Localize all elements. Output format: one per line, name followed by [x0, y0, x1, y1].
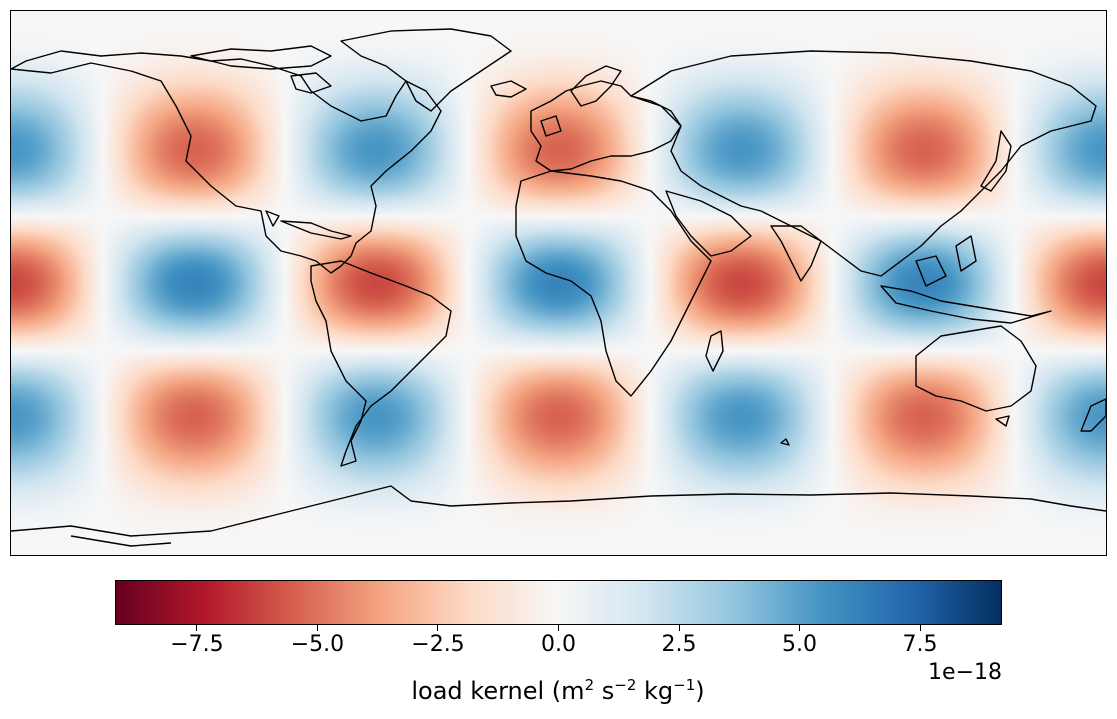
coast-australia [915, 325, 1037, 412]
colorbar-tick-mark [558, 625, 559, 631]
coast-greenland [340, 28, 512, 112]
coast-asia [630, 50, 1097, 277]
colorbar-tick-label: −2.5 [411, 632, 465, 657]
colorbar-tick-label: 5.0 [782, 632, 818, 657]
colorbar-tick-mark [919, 625, 921, 631]
coast-europe [530, 80, 682, 172]
colorbar-label: load kernel (m2 s−2 kg−1) [411, 676, 705, 705]
map-panel [10, 10, 1107, 556]
colorbar-tick-mark [799, 625, 801, 631]
colorbar-tick-label: 0.0 [541, 632, 576, 657]
coast-south-america [310, 260, 452, 467]
coast-arabia [665, 190, 752, 257]
coast-new-zealand [1080, 398, 1106, 432]
colorbar-tick-label: −7.5 [170, 632, 224, 657]
coast-antarctica [11, 485, 1106, 537]
colorbar-tick-mark [678, 625, 680, 631]
coast-indonesia [880, 285, 1052, 324]
kernel-field [11, 11, 1106, 555]
coast-florida [265, 210, 280, 227]
coast-arctic-islands [190, 45, 332, 70]
coast-africa [515, 170, 712, 397]
colorbar [115, 580, 1002, 625]
coast-caribbean [280, 220, 352, 240]
colorbar-offset: 1e−18 [928, 660, 1002, 685]
colorbar-tick-label: 2.5 [661, 632, 697, 657]
colorbar-tick-mark [316, 625, 318, 631]
coast-japan [980, 130, 1012, 192]
colorbar-tick-label: 7.5 [902, 632, 938, 657]
colorbar-tick-mark [437, 625, 439, 631]
coastlines [11, 28, 1106, 547]
colorbar-tick-label: −5.0 [290, 632, 345, 657]
colorbar-tick-mark [196, 625, 198, 631]
coast-north-america [11, 50, 442, 274]
coast-india [770, 225, 822, 282]
